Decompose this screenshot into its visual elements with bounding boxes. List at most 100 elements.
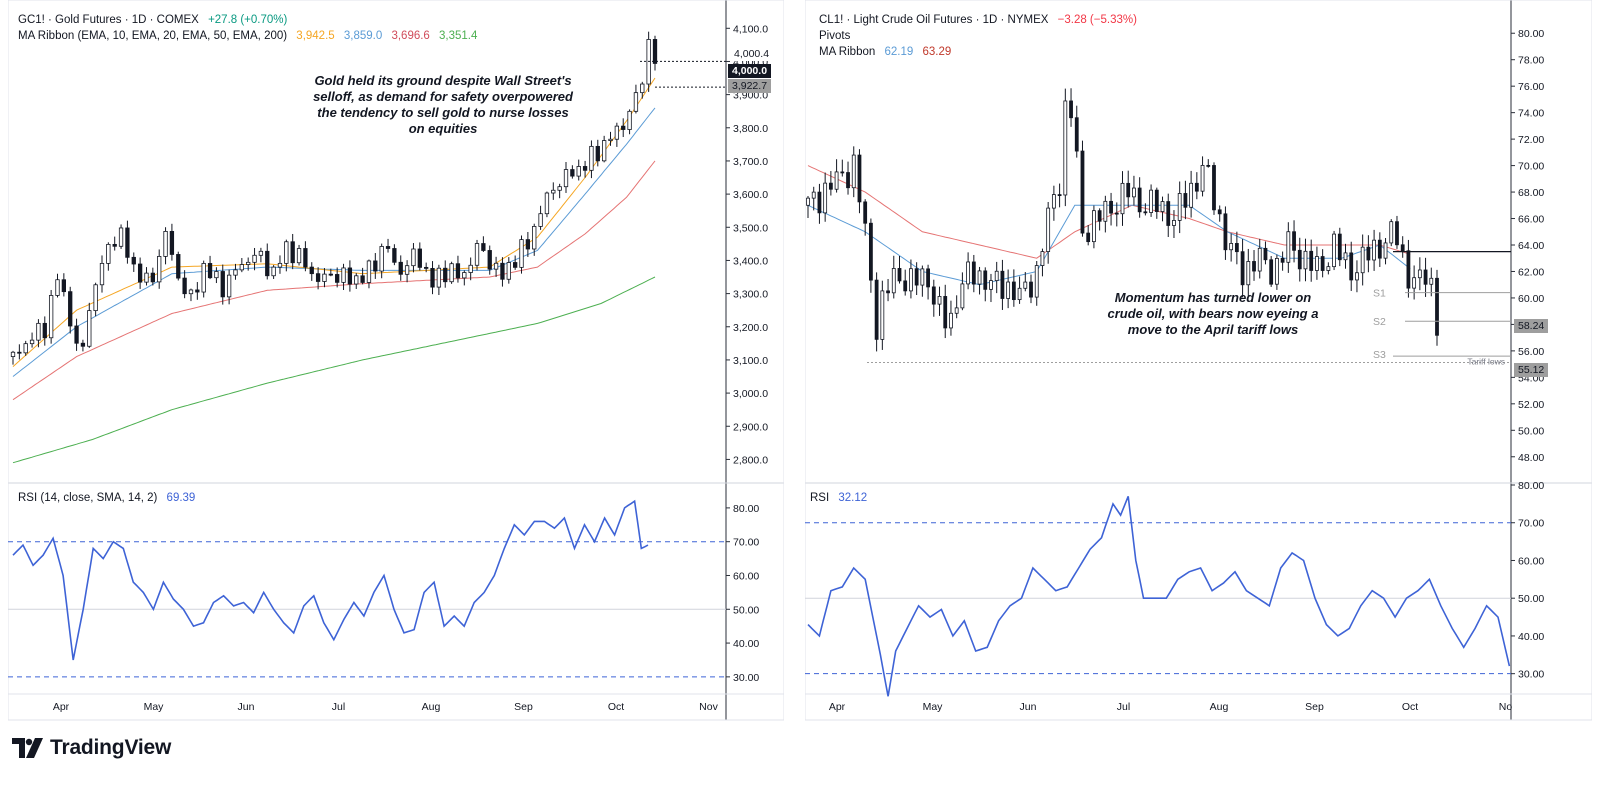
- gold-candle-body: [17, 351, 22, 354]
- crude-y-tick-label: 52.00: [1518, 399, 1544, 411]
- crude-x-tick-label: Oct: [1402, 701, 1418, 713]
- crude-candle-body: [994, 270, 999, 282]
- gold-candle-body: [347, 267, 353, 285]
- gold-candle-body: [354, 275, 359, 285]
- gold-change: +27.8 (+0.70%): [208, 14, 288, 26]
- crude-y-tick-label: 50.00: [1518, 425, 1544, 437]
- gold-candle-body: [137, 263, 143, 283]
- gold-x-tick-label: Nov: [699, 701, 718, 713]
- crude-rsi-tick-label: 70.00: [1518, 518, 1544, 530]
- gold-candle-body: [220, 271, 225, 298]
- gold-candle-body: [436, 267, 442, 288]
- crude-candle-body: [1435, 277, 1439, 336]
- gold-candle-body: [532, 226, 537, 250]
- crude-candle-body: [1257, 247, 1262, 272]
- gold-ema20-line: [12, 107, 656, 377]
- gold-chart-canvas[interactable]: 4,100.04,000.03,900.03,800.03,700.03,600…: [8, 0, 784, 723]
- crude-candle-body: [1189, 182, 1194, 208]
- crude-candle-body: [1206, 164, 1211, 167]
- gold-ma-ribbon-legend[interactable]: MA Ribbon (EMA, 10, EMA, 20, EMA, 50, EM…: [18, 28, 477, 44]
- crude-symbol-title[interactable]: CL1! · Light Crude Oil Futures · 1D · NY…: [819, 14, 1049, 26]
- gold-ema20-value: 3,859.0: [343, 30, 383, 42]
- gold-rsi-tick-label: 30.00: [733, 672, 759, 684]
- crude-candle-body: [903, 280, 908, 292]
- crude-candle-body: [1092, 210, 1096, 243]
- crude-candle-body: [1109, 200, 1113, 214]
- gold-candle-body: [169, 230, 175, 255]
- crude-candle-body: [857, 154, 862, 203]
- crude-candle-body: [1172, 220, 1176, 226]
- crude-candle-body: [1114, 212, 1119, 215]
- gold-level-tag: 4,000.4: [730, 47, 774, 61]
- gold-rsi-value: 69.39: [166, 492, 196, 504]
- gold-symbol-title[interactable]: GC1! · Gold Futures · 1D · COMEX: [18, 14, 199, 26]
- crude-candle-body: [1154, 189, 1159, 212]
- crude-candle-body: [891, 268, 896, 294]
- tradingview-logo[interactable]: TradingView: [12, 736, 171, 760]
- gold-candle-body: [633, 92, 639, 112]
- crude-candle-body: [1274, 257, 1279, 285]
- gold-candle-body: [621, 125, 626, 130]
- gold-candle-body: [258, 250, 264, 256]
- crude-x-tick-label: May: [923, 701, 944, 713]
- crude-x-tick-label: No: [1499, 701, 1513, 713]
- gold-candle-body: [10, 351, 16, 358]
- gold-candle-body: [284, 241, 289, 264]
- tradingview-logo-icon: [12, 738, 43, 758]
- crude-candle-body: [960, 283, 965, 309]
- crude-change: −3.28 (−5.33%): [1057, 14, 1137, 26]
- crude-candle-body: [1132, 187, 1136, 198]
- gold-candle-body: [570, 169, 575, 177]
- crude-candle-body: [1000, 270, 1005, 299]
- crude-candle-body: [1297, 249, 1302, 270]
- gold-candle-body: [93, 284, 98, 312]
- gold-y-tick-label: 3,600.0: [733, 189, 768, 201]
- gold-chart-panel[interactable]: 4,100.0 4,000.0 3,900.0 3,800.0 3,700.0 3,600…: [8, 0, 784, 723]
- gold-candle-body: [589, 145, 594, 171]
- gold-y-tick-label: 4,100.0: [733, 23, 768, 35]
- gold-candle-body: [481, 243, 486, 251]
- crude-rsi-tick-label: 50.00: [1518, 593, 1544, 605]
- crude-candle-body: [977, 270, 982, 285]
- crude-chart-panel[interactable]: 80.00 78.00 76.00 74.00 72.00 70.00 68.00 66.00…: [805, 0, 1592, 723]
- gold-candle-body: [576, 166, 581, 177]
- crude-rsi-line: [807, 496, 1511, 697]
- gold-candle-body: [519, 239, 524, 268]
- crude-rsi-tick-label: 30.00: [1518, 669, 1544, 681]
- gold-candle-body: [640, 83, 645, 94]
- crude-y-tick-label: 48.00: [1518, 452, 1544, 464]
- crude-rsi-legend[interactable]: RSI 32.12: [810, 490, 867, 506]
- crude-candle-body: [1063, 100, 1068, 196]
- gold-ema50-line: [12, 160, 656, 401]
- crude-candle-body: [1120, 182, 1125, 215]
- crude-candle-body: [1143, 211, 1148, 214]
- gold-candle-body: [239, 264, 244, 271]
- crude-candle-body: [1315, 256, 1319, 271]
- gold-y-tick-label: 3,800.0: [733, 123, 768, 135]
- gold-candle-body: [500, 262, 505, 280]
- gold-candle-body: [233, 269, 238, 276]
- crude-legend-title: CL1! · Light Crude Oil Futures · 1D · NY…: [819, 12, 1137, 28]
- crude-candle-body: [1023, 281, 1028, 289]
- gold-candle-body: [23, 343, 28, 354]
- crude-candle-body: [1086, 232, 1091, 243]
- gold-candle-body: [525, 239, 531, 250]
- gold-rsi-label: RSI (14, close, SMA, 14, 2): [18, 492, 158, 504]
- gold-rsi-legend[interactable]: RSI (14, close, SMA, 14, 2) 69.39: [18, 490, 195, 506]
- crude-pivot-s2-label: S2: [1373, 316, 1386, 328]
- crude-candle-body: [954, 307, 959, 314]
- crude-candle-body: [1097, 210, 1102, 222]
- gold-candle-body: [328, 273, 333, 276]
- gold-y-tick-label: 3,300.0: [733, 289, 768, 301]
- gold-candle-body: [392, 248, 397, 263]
- gold-candle-body: [404, 265, 410, 275]
- crude-chart-canvas[interactable]: 80.00 78.00 76.00 74.00 72.00 70.00 68.00 66.00…: [805, 0, 1592, 723]
- gold-candle-body: [398, 261, 403, 275]
- gold-candle-body: [614, 125, 620, 140]
- crude-ma-ribbon-legend[interactable]: MA Ribbon 62.19 63.29: [819, 44, 951, 60]
- gold-candle-body: [493, 262, 499, 270]
- crude-candle-body: [869, 222, 873, 281]
- gold-candles: [10, 31, 658, 365]
- gold-x-tick-label: Jun: [238, 701, 255, 713]
- crude-pivots-legend[interactable]: Pivots: [819, 28, 850, 44]
